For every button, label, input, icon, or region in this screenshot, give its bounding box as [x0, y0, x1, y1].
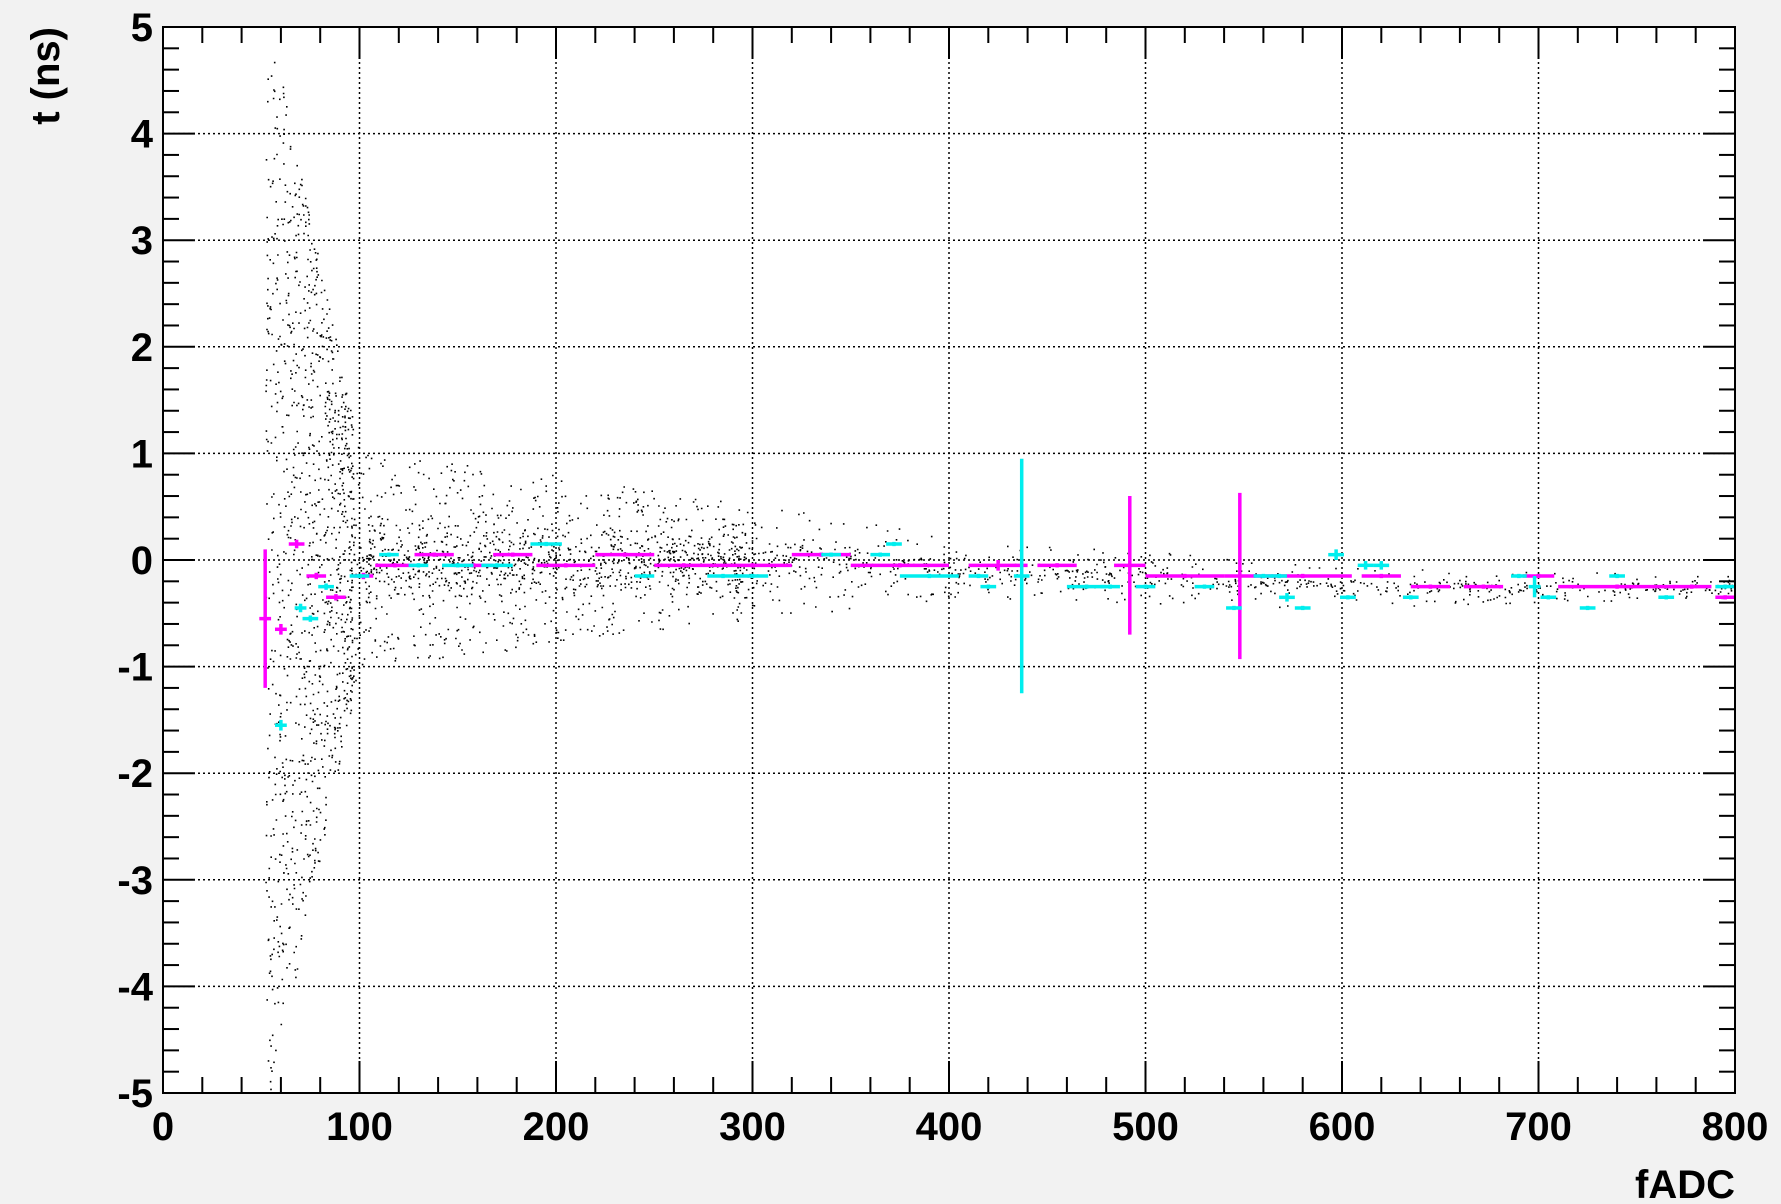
series-1-point-36: [1540, 595, 1557, 600]
series-1-point-24: [1226, 605, 1242, 611]
series-0: [259, 492, 1735, 688]
series-1-point-13: [821, 552, 841, 557]
series-1-point-31: [1357, 561, 1374, 570]
y-tick-label-7: 2: [131, 326, 153, 370]
series-1-point-16: [899, 573, 959, 579]
series-0-point-18: [1114, 496, 1146, 635]
series-0-point-3: [306, 572, 327, 580]
series-0-point-12: [654, 563, 714, 568]
series-1: [275, 458, 1735, 731]
series-0-point-23: [1410, 584, 1451, 589]
y-tick-label-9: 4: [131, 113, 154, 157]
series-1-point-4: [349, 573, 370, 579]
series-1-point-34: [1510, 573, 1527, 579]
series-1-point-9: [530, 541, 562, 547]
x-tick-label-3: 300: [719, 1105, 786, 1149]
series-1-point-22: [1135, 584, 1156, 589]
series-1-point-32: [1373, 561, 1390, 570]
y-tick-label-0: -5: [117, 1072, 153, 1116]
series-0-point-16: [968, 560, 1028, 571]
series-1-point-25: [1253, 573, 1274, 579]
series-1-point-27: [1279, 593, 1295, 602]
series-1-point-12: [736, 573, 769, 579]
y-tick-label-1: -4: [117, 965, 153, 1009]
series-1-point-2: [302, 615, 319, 622]
y-tick-labels: -5 -4 -3 -2 -1 0 1 2 3 4 5: [117, 6, 153, 1116]
series-0-point-24: [1463, 584, 1504, 589]
series-0-point-22: [1361, 573, 1401, 579]
y-tick-label-10: 5: [131, 6, 153, 50]
series-1-point-29: [1328, 549, 1344, 560]
series-0-point-11: [595, 552, 655, 557]
x-tick-label-0: 0: [152, 1105, 174, 1149]
series-0-point-25: [1522, 573, 1555, 579]
series-1-point-38: [1609, 573, 1625, 579]
series-1-point-37: [1579, 605, 1596, 611]
y-tick-label-2: -3: [117, 859, 153, 903]
grid-lines: [163, 27, 1735, 1093]
series-1-point-17: [968, 573, 989, 579]
series-0-point-2: [288, 539, 305, 549]
x-tick-label-1: 100: [326, 1105, 393, 1149]
y-tick-label-4: -1: [117, 646, 153, 690]
series-0-point-13: [713, 563, 792, 568]
series-0-point-20: [1224, 492, 1256, 660]
x-tick-label-5: 500: [1112, 1105, 1179, 1149]
series-1-point-20: [1066, 584, 1107, 589]
series-1-point-26: [1271, 573, 1287, 579]
series-1-point-6: [408, 563, 429, 568]
series-0-point-7: [414, 552, 454, 557]
x-axis-title: fADC: [1635, 1163, 1735, 1204]
series-0-point-17: [1037, 563, 1077, 568]
series-1-point-21: [1100, 584, 1120, 589]
x-tick-labels: 0 100 200 300 400 500 600 700 800: [152, 1105, 1769, 1149]
series-1-point-14: [870, 552, 891, 557]
series-0-point-28: [1715, 595, 1735, 600]
series-0-point-0: [259, 549, 272, 688]
series-1-point-0: [275, 719, 287, 731]
series-1-point-10: [634, 573, 655, 579]
x-tick-label-4: 400: [916, 1105, 983, 1149]
series-1-point-33: [1402, 595, 1419, 600]
series-1-point-1: [294, 603, 307, 613]
series-markers: [259, 458, 1735, 731]
series-0-point-1: [275, 623, 287, 635]
series-1-point-5: [379, 552, 399, 557]
series-1-point-3: [318, 583, 334, 590]
series-1-point-39: [1658, 595, 1675, 600]
series-0-point-6: [375, 563, 415, 568]
series-1-point-28: [1294, 605, 1311, 611]
y-tick-label-8: 3: [131, 219, 153, 263]
y-tick-label-6: 1: [131, 432, 153, 476]
series-0-point-19: [1145, 573, 1225, 579]
series-0-point-10: [536, 563, 596, 568]
series-1-point-30: [1340, 595, 1356, 600]
series-1-point-18: [980, 584, 997, 589]
series-1-point-23: [1194, 584, 1215, 589]
series-0-point-9: [493, 552, 533, 557]
y-axis-title: t (ns): [24, 27, 68, 125]
x-tick-label-7: 700: [1505, 1105, 1572, 1149]
series-0-point-26: [1558, 584, 1677, 589]
x-tick-label-2: 200: [523, 1105, 590, 1149]
series-1-point-11: [707, 573, 739, 579]
series-1-point-8: [481, 563, 513, 568]
series-1-point-19: [1013, 458, 1030, 694]
series-0-point-4: [326, 594, 346, 601]
axis-ticks: [162, 26, 1736, 1094]
x-tick-label-8: 800: [1702, 1105, 1769, 1149]
series-1-point-15: [886, 541, 902, 547]
series-1-point-40: [1715, 584, 1735, 589]
y-tick-label-3: -2: [117, 752, 153, 796]
series-1-point-35: [1528, 575, 1541, 598]
y-tick-label-5: 0: [131, 539, 153, 583]
series-1-point-7: [442, 563, 474, 568]
series-0-point-27: [1672, 584, 1712, 589]
series-0-point-15: [850, 563, 949, 568]
x-tick-label-6: 600: [1309, 1105, 1376, 1149]
